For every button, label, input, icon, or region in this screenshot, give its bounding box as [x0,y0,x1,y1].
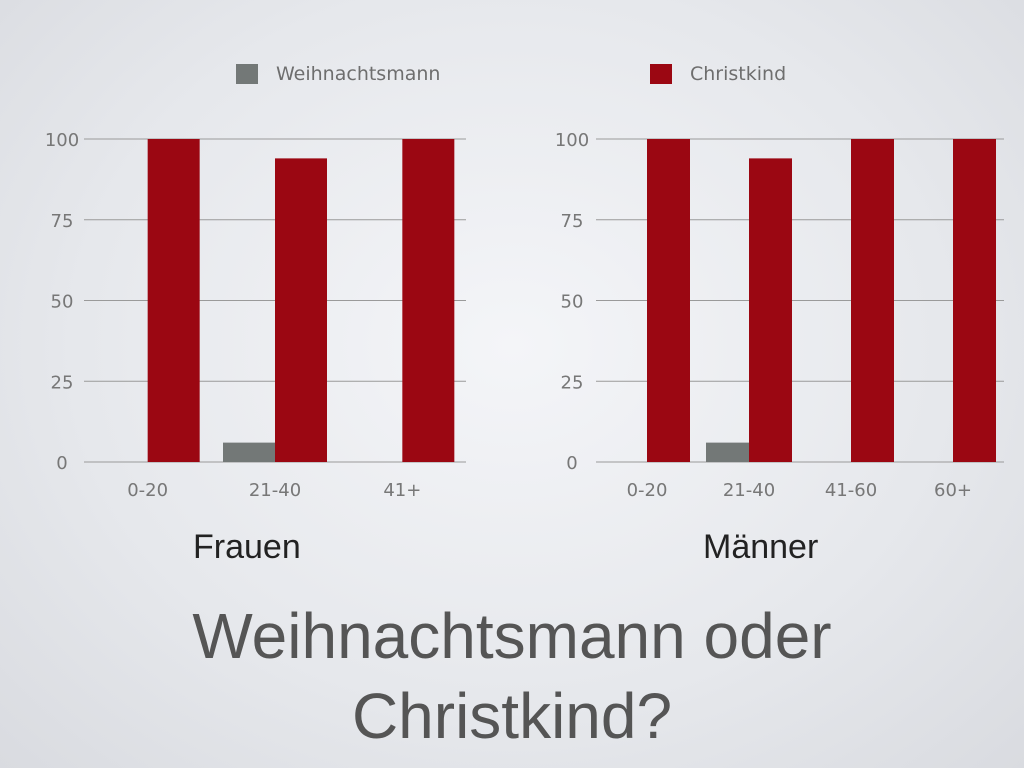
caption-maenner: Männer [703,528,819,566]
chart-1-bar-christkind [851,139,894,462]
chart-1-xtick-label: 41-60 [825,480,877,501]
charts: 0 25 50 75 100 0-20 21-40 41+ 0 25 50 75 100 0-20 21-4… [45,130,1004,501]
legend-swatch-christkind [650,64,672,84]
chart-1-ytick-label: 75 [561,211,584,232]
chart-0-xtick-label: 0-20 [127,480,168,501]
legend-christkind: Christkind [650,62,786,86]
chart-1-bar-christkind [647,139,690,462]
title-line-2: Christkind? [351,680,673,752]
chart-1-xtick-label: 21-40 [723,480,775,501]
page-title: Weihnachtsmann oder Christkind? [0,596,1024,756]
chart-1-bar-christkind [953,139,996,462]
chart-0-bar-christkind [147,139,200,462]
legend-weihnachtsmann: Weihnachtsmann [236,62,440,86]
chart-1-ytick-label: 100 [555,130,589,151]
chart-0-ytick-label: 100 [45,130,79,151]
chart-1-bar-weihnachtsmann [706,442,749,462]
caption-frauen: Frauen [193,528,301,566]
chart-0-ytick-label: 0 [56,453,67,474]
chart-1-ytick-label: 0 [566,453,577,474]
chart-0-bar-christkind [275,158,327,462]
chart-1-bar-christkind [749,158,792,462]
legend-label-weihnachtsmann: Weihnachtsmann [276,63,441,85]
chart-1-ytick-label: 50 [561,292,584,313]
chart-0-ytick-label: 50 [51,292,74,313]
chart-0-bar-weihnachtsmann [223,442,275,462]
chart-0-bar-christkind [402,139,455,462]
legend-label-christkind: Christkind [690,63,787,85]
chart-0-xtick-label: 41+ [383,480,421,501]
chart-0-ytick-label: 25 [51,372,74,393]
legend-swatch-weihnachtsmann [236,64,258,84]
chart-1-xtick-label: 0-20 [627,480,668,501]
chart-1-ytick-label: 25 [561,372,584,393]
chart-0-ytick-label: 75 [51,211,74,232]
chart-1-xtick-label: 60+ [934,480,972,501]
chart-0-xtick-label: 21-40 [249,480,301,501]
title-line-1: Weihnachtsmann oder [192,600,832,672]
